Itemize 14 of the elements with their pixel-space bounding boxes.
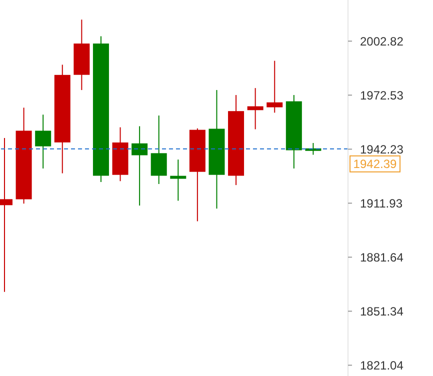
candlestick	[150, 115, 167, 184]
candlestick	[132, 126, 148, 206]
candlestick	[170, 159, 186, 202]
candlestick	[247, 88, 264, 130]
y-tick-label: 1972.53	[360, 88, 404, 102]
y-tick-label: 1911.93	[360, 196, 403, 210]
candlestick	[35, 114, 52, 169]
y-tick-label: 1881.64	[360, 250, 404, 264]
y-tick-label: 2002.82	[360, 34, 404, 48]
y-tick-label: 1942.23	[360, 142, 404, 156]
ref-line-label: 1942.39	[353, 156, 398, 171]
y-tick-label: 1821.04	[360, 358, 404, 372]
y-tick-label: 1851.34	[360, 304, 404, 318]
candlestick	[266, 60, 283, 114]
